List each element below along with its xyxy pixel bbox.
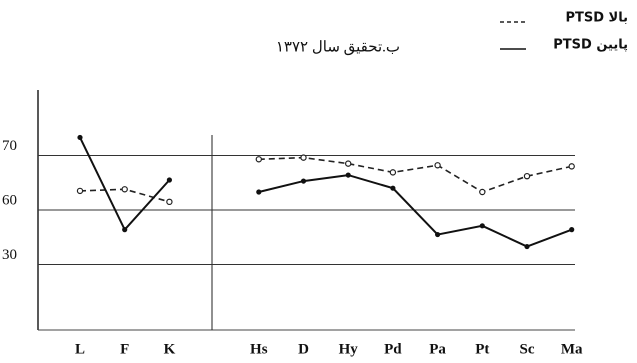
x-tick-label: Pd xyxy=(384,341,402,357)
point xyxy=(390,185,396,191)
x-tick-label: Sc xyxy=(520,341,535,357)
point xyxy=(166,198,173,206)
x-tick-label: L xyxy=(75,341,85,357)
point xyxy=(345,172,351,178)
x-tick-label: Pt xyxy=(475,341,489,357)
legend-label: PTSD بالا xyxy=(565,11,628,26)
point xyxy=(256,189,262,195)
y-tick-label: 30 xyxy=(2,247,17,263)
point xyxy=(434,162,441,169)
point xyxy=(77,134,83,141)
point xyxy=(435,231,441,238)
point xyxy=(569,227,575,233)
y-tick-label: 70 xyxy=(2,138,17,154)
point xyxy=(389,169,397,176)
point xyxy=(166,177,172,183)
point xyxy=(568,163,575,170)
point xyxy=(345,160,352,167)
x-tick-label: Hy xyxy=(339,341,359,357)
x-tick-label: Pa xyxy=(429,341,446,357)
point xyxy=(122,227,128,233)
x-tick-label: Ma xyxy=(561,341,583,357)
point xyxy=(300,154,307,161)
legend-label: PTSD پایین xyxy=(553,38,628,53)
x-tick-label: F xyxy=(120,341,129,357)
chart-subtitle: ب.تحقیق سال ۱۳۷۲ xyxy=(276,39,400,55)
series-line xyxy=(79,137,573,248)
x-tick-label: K xyxy=(164,341,176,357)
point xyxy=(300,178,307,184)
series-line xyxy=(79,156,572,203)
point xyxy=(76,187,84,195)
point xyxy=(121,186,128,193)
point xyxy=(479,223,485,229)
y-tick-label: 60 xyxy=(2,192,17,208)
point xyxy=(479,188,486,196)
point xyxy=(524,243,530,250)
x-tick-label: D xyxy=(298,341,309,357)
point xyxy=(255,156,262,163)
x-tick-label: Hs xyxy=(250,341,268,357)
point xyxy=(523,172,531,180)
